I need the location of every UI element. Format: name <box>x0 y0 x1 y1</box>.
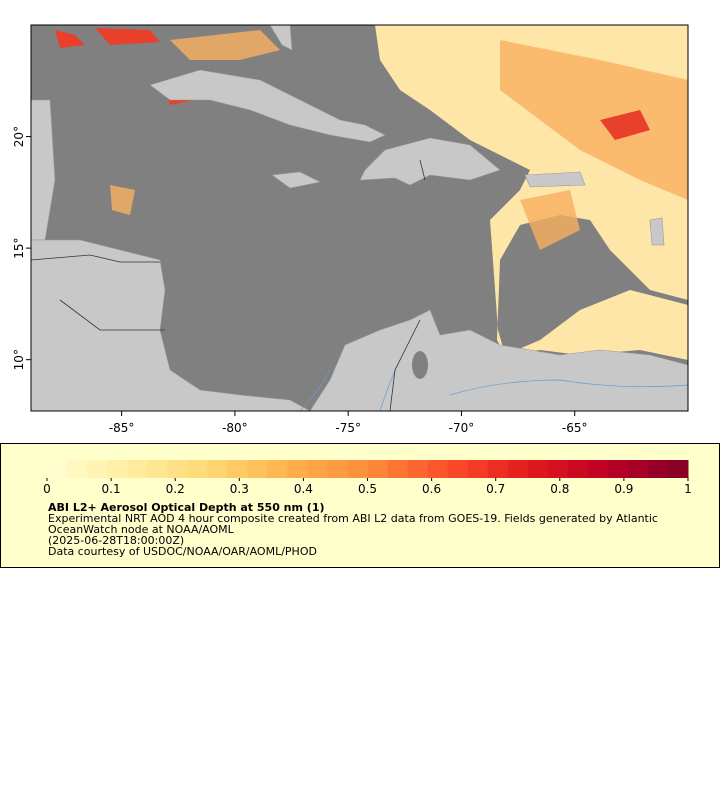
legend-title: ABI L2+ Aerosol Optical Depth at 550 nm … <box>48 501 325 514</box>
x-tick-label: -65° <box>562 421 588 435</box>
colorbar-cell <box>347 460 368 478</box>
colorbar-cell <box>587 460 609 478</box>
colorbar-tick-label: 0.8 <box>550 482 569 496</box>
colorbar-cell <box>167 460 188 478</box>
colorbar-tick-label: 0.9 <box>614 482 633 496</box>
colorbar-tick-label: 0.4 <box>294 482 313 496</box>
x-tick-label: -75° <box>335 421 361 435</box>
map <box>30 24 689 412</box>
lake <box>412 351 428 379</box>
colorbar-cell <box>147 460 168 478</box>
y-tick-label: 20° <box>12 126 26 147</box>
colorbar-cell <box>387 460 409 478</box>
colorbar-cell <box>227 460 248 478</box>
colorbar-tick-label: 1 <box>684 482 692 496</box>
legend-line: (2025-06-28T18:00:00Z) <box>48 534 184 547</box>
colorbar-cell <box>507 460 529 478</box>
borders <box>30 159 426 412</box>
y-tick-label: 10° <box>12 349 26 370</box>
colorbar-tick-label: 0.6 <box>422 482 441 496</box>
legend-line: Data courtesy of USDOC/NOAA/OAR/AOML/PHO… <box>48 545 317 558</box>
map-frame <box>30 24 689 412</box>
colorbar-cell <box>47 460 68 478</box>
colorbar-cell <box>567 460 589 478</box>
colorbar-cell <box>407 460 429 478</box>
x-tick-label: -85° <box>109 421 135 435</box>
colorbar-cell <box>547 460 569 478</box>
colorbar-cell <box>667 460 689 478</box>
x-tick-label: -80° <box>222 421 248 435</box>
colorbar-cell <box>327 460 348 478</box>
colorbar-tick-label: 0.2 <box>166 482 185 496</box>
legend-line: OceanWatch node at NOAA/AOML <box>48 523 235 536</box>
colorbar-cell <box>67 460 88 478</box>
colorbar-tick-label: 0 <box>43 482 51 496</box>
colorbar-cell <box>427 460 449 478</box>
colorbar-cell <box>527 460 549 478</box>
y-tick-label: 15° <box>12 237 26 258</box>
colorbar-cell <box>367 460 389 478</box>
colorbar-cell <box>447 460 469 478</box>
colorbar-tick-label: 0.7 <box>486 482 505 496</box>
colorbar-cell <box>627 460 649 478</box>
x-tick-label: -70° <box>449 421 475 435</box>
colorbar-cell <box>467 460 489 478</box>
colorbar-cell <box>607 460 629 478</box>
aerosol-medium <box>110 30 688 250</box>
colorbar-cell <box>647 460 669 478</box>
land <box>30 24 689 412</box>
colorbar-cell <box>87 460 108 478</box>
colorbar-cell <box>207 460 228 478</box>
colorbar-cell <box>187 460 208 478</box>
colorbar-cell <box>127 460 148 478</box>
colorbar-tick-label: 0.1 <box>102 482 121 496</box>
colorbar-cell <box>287 460 308 478</box>
colorbar-tick-label: 0.5 <box>358 482 377 496</box>
colorbar-cell <box>247 460 268 478</box>
colorbar-tick-label: 0.3 <box>230 482 249 496</box>
colorbar-cell <box>307 460 328 478</box>
colorbar-cell <box>107 460 128 478</box>
colorbar-cell <box>267 460 288 478</box>
colorbar-cell <box>487 460 509 478</box>
legend-line: Experimental NRT AOD 4 hour composite cr… <box>48 512 658 525</box>
